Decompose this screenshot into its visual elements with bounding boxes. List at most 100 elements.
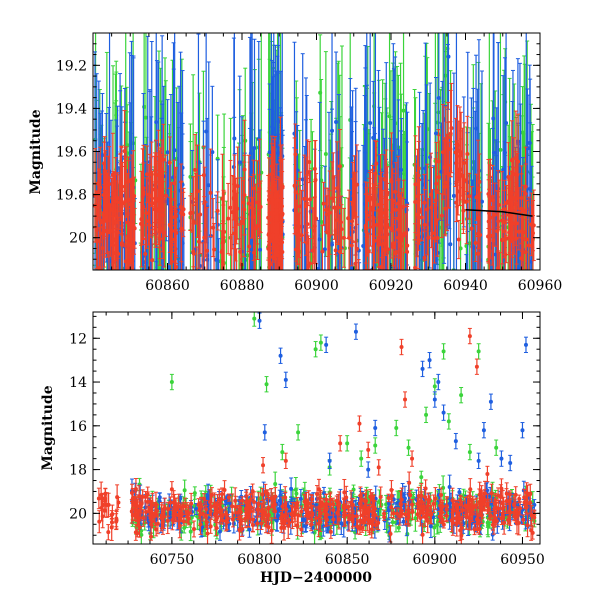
top-data-point <box>465 115 470 193</box>
top-data-point <box>266 257 271 270</box>
y-tick-label: 16 <box>69 419 87 435</box>
top-data-point <box>333 230 338 270</box>
top-data-point <box>141 162 146 214</box>
bottom-outlier-point <box>366 441 371 459</box>
top-data-point <box>203 201 208 258</box>
bottom-outlier-point <box>373 419 378 437</box>
bottom-outlier-point <box>420 360 425 378</box>
x-tick-label: 60900 <box>294 278 339 294</box>
bottom-outlier-point <box>353 323 358 340</box>
top-data-point <box>332 175 337 240</box>
top-data-point <box>317 101 322 270</box>
top-data-point <box>385 166 390 221</box>
top-data-point <box>396 194 401 243</box>
top-data-point <box>330 161 335 236</box>
y-tick-label: 19.2 <box>56 58 87 74</box>
top-data-point <box>327 170 332 255</box>
top-data-point <box>131 150 136 249</box>
top-data-point <box>504 214 509 264</box>
top-data-point <box>238 223 243 270</box>
bottom-outlier-point <box>313 341 318 358</box>
top-data-point <box>179 163 184 263</box>
top-data-point <box>490 205 495 266</box>
bottom-outlier-point <box>262 424 267 441</box>
top-ticks: 60860 60880 60900 60920 60940 60960 19.2 19.4 19… <box>56 32 562 294</box>
bottom-y-axis-label: Magnitude <box>40 385 56 470</box>
top-data-point <box>293 149 298 236</box>
bottom-outlier-point <box>280 443 285 461</box>
bottom-outlier-point <box>467 443 472 461</box>
top-data-point <box>521 184 526 239</box>
top-data-point <box>372 218 377 264</box>
bottom-outlier-point <box>523 336 528 353</box>
top-data-point <box>479 70 484 270</box>
top-data-point <box>208 148 213 238</box>
top-data-point <box>382 208 387 270</box>
top-data-point <box>255 191 260 261</box>
y-tick-label: 18 <box>69 463 87 479</box>
x-tick-label: 60950 <box>500 552 545 568</box>
bottom-outlier-point <box>499 450 504 467</box>
bottom-outlier-point <box>318 334 323 351</box>
top-panel: 60860 60880 60900 60920 60940 60960 19.2 19.4 19… <box>28 32 562 294</box>
top-data-point <box>526 196 531 270</box>
top-data-point <box>107 176 112 234</box>
x-tick-label: 60860 <box>145 278 190 294</box>
top-data-point <box>334 196 339 244</box>
top-data-point <box>251 159 256 217</box>
bottom-data-point <box>191 520 196 538</box>
top-data-point <box>103 152 108 223</box>
bottom-data-point <box>192 495 197 517</box>
bottom-outlier-point <box>296 424 301 441</box>
top-data-point <box>339 204 344 254</box>
top-data-point <box>405 203 410 270</box>
top-data-point <box>416 140 421 210</box>
bottom-outlier-point <box>441 404 446 421</box>
top-data-point <box>374 140 379 187</box>
top-data-point <box>498 33 503 270</box>
top-series <box>93 82 536 270</box>
top-data-point <box>297 178 302 270</box>
bottom-outlier-point <box>424 406 429 424</box>
bottom-outlier-point <box>345 435 350 452</box>
top-data-point <box>502 204 507 259</box>
top-data-point <box>434 161 439 222</box>
bottom-outlier-point <box>488 393 493 410</box>
top-data-point <box>270 211 275 259</box>
top-data-point <box>220 153 225 244</box>
bottom-outlier-point <box>283 371 288 389</box>
top-data-point <box>469 186 474 270</box>
top-data-point <box>312 181 317 270</box>
bottom-outlier-point <box>436 373 441 391</box>
top-data-point <box>320 225 325 270</box>
bottom-outlier-point <box>357 415 362 432</box>
bottom-data-point <box>114 509 119 528</box>
top-data-point <box>278 212 283 262</box>
top-data-point <box>234 192 239 245</box>
top-data-point <box>357 262 362 270</box>
top-data-point <box>455 105 460 186</box>
top-data-point <box>119 147 124 235</box>
top-data-point <box>435 219 440 257</box>
top-data-point <box>115 205 120 259</box>
top-data-point <box>361 144 366 270</box>
bottom-outlier-point <box>410 450 415 467</box>
top-data-point <box>100 211 105 256</box>
bottom-outlier-point <box>278 347 283 364</box>
top-data-point <box>330 108 335 270</box>
bottom-outlier-point <box>324 336 329 353</box>
top-data-point <box>123 243 128 270</box>
top-data-point <box>132 200 137 255</box>
top-data-point <box>448 121 453 177</box>
bottom-outlier-point <box>476 343 481 360</box>
top-data-point <box>230 174 235 250</box>
bottom-outlier-point <box>427 351 432 369</box>
bottom-outlier-point <box>373 437 378 454</box>
top-data-point <box>350 178 355 231</box>
top-data-point <box>280 158 285 215</box>
top-data-point <box>454 183 459 223</box>
top-data-point <box>150 229 155 270</box>
top-data-point <box>451 72 456 270</box>
top-data-point <box>210 85 215 219</box>
